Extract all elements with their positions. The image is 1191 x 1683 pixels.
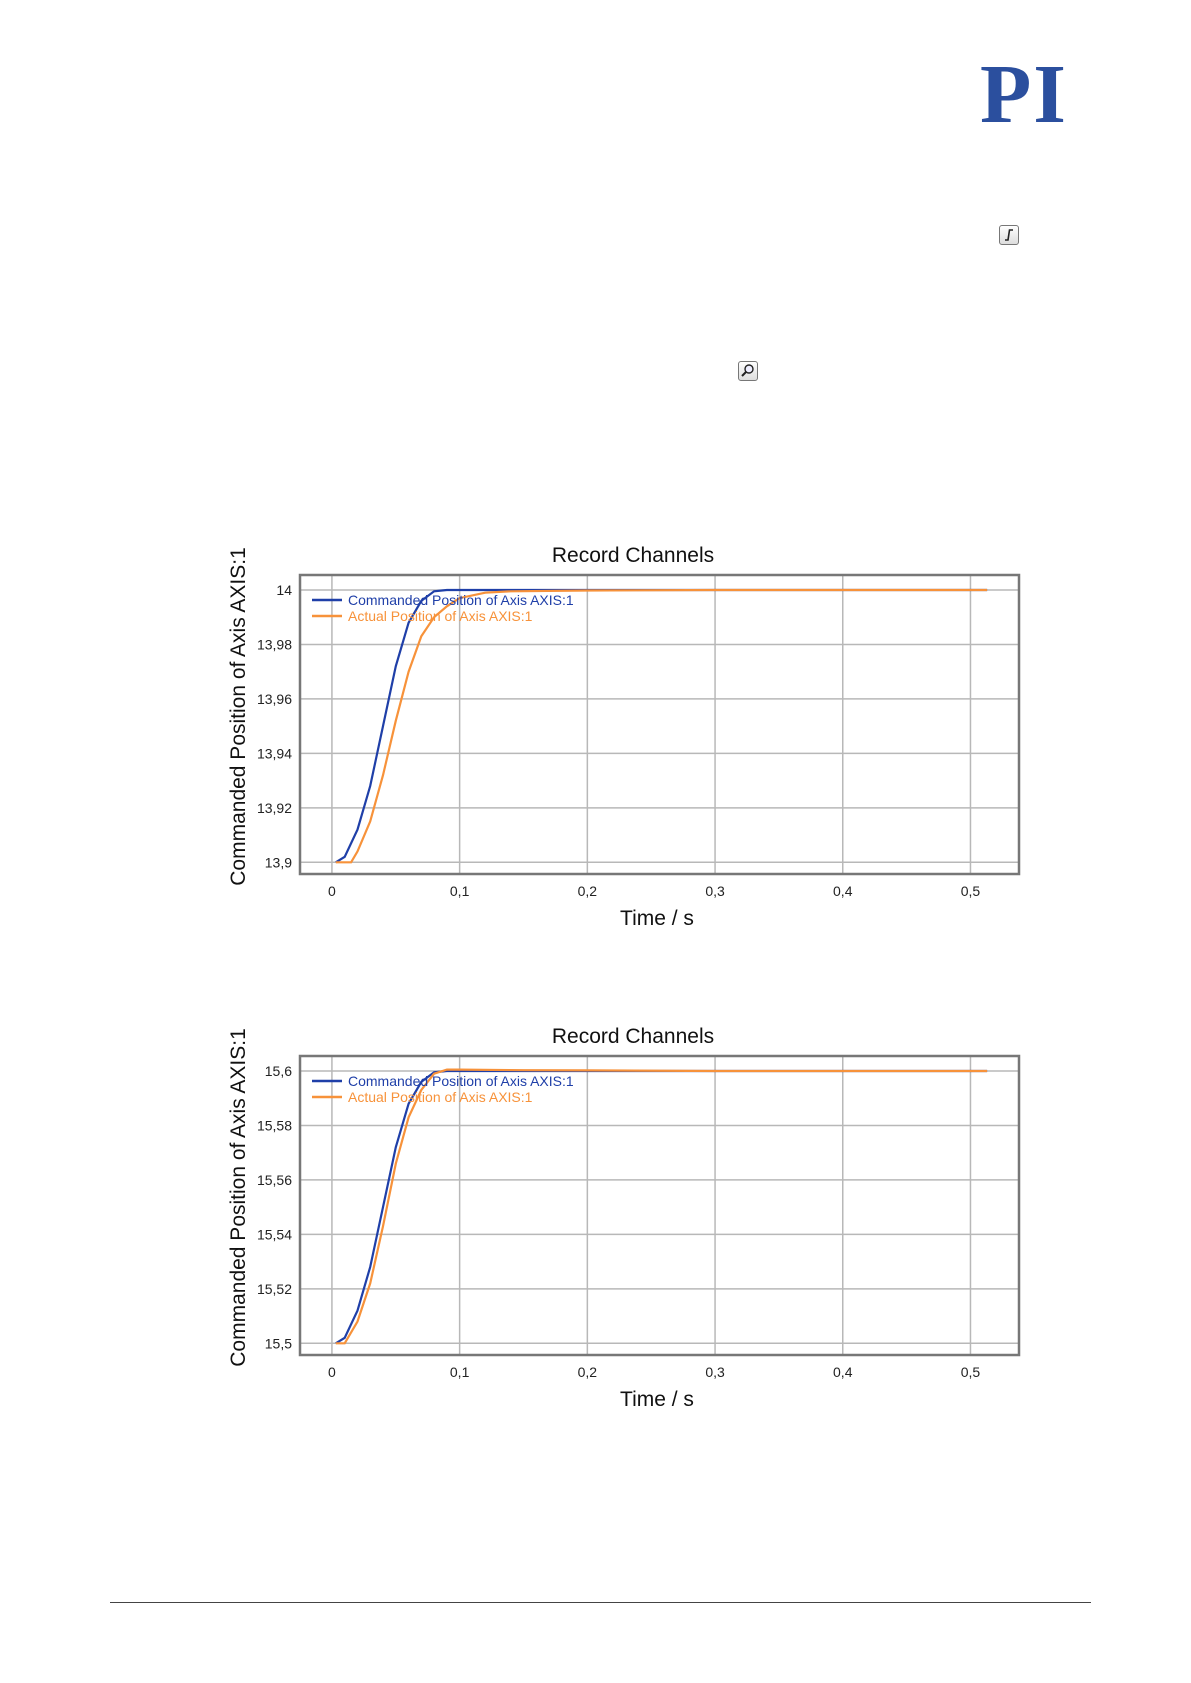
x-axis-label: Time / s bbox=[620, 907, 694, 930]
y-tick-label: 14 bbox=[276, 582, 292, 598]
legend-label: Actual Position of Axis AXIS:1 bbox=[348, 608, 533, 624]
y-tick-label: 13,92 bbox=[257, 800, 292, 816]
chart-title: Record Channels bbox=[552, 1025, 714, 1048]
x-tick-label: 0,4 bbox=[833, 1364, 853, 1380]
legend-label: Commanded Position of Axis AXIS:1 bbox=[348, 592, 574, 608]
x-tick-label: 0,2 bbox=[578, 1364, 598, 1380]
pi-logo: PI bbox=[980, 48, 1068, 141]
legend-label: Commanded Position of Axis AXIS:1 bbox=[348, 1073, 574, 1089]
x-tick-label: 0,3 bbox=[705, 1364, 725, 1380]
y-tick-label: 15,52 bbox=[257, 1281, 292, 1297]
plot-frame bbox=[298, 573, 1021, 876]
y-tick-label: 13,9 bbox=[265, 854, 292, 870]
y-tick-label: 15,6 bbox=[265, 1063, 292, 1079]
y-tick-label: 13,94 bbox=[257, 745, 292, 761]
chart-title: Record Channels bbox=[552, 544, 714, 567]
x-tick-label: 0,5 bbox=[961, 883, 981, 899]
record-channels-chart-2: 0 0,1 0,2 0,3 0,4 0,5 15,5 15,52 15,54 15,56 15,58… bbox=[227, 1025, 1021, 1411]
series-line-actual bbox=[335, 588, 988, 864]
y-tick-label: 15,5 bbox=[265, 1335, 292, 1351]
x-tick-label: 0 bbox=[328, 883, 336, 899]
x-tick-label: 0,1 bbox=[450, 1364, 470, 1380]
x-tick-label: 0,5 bbox=[961, 1364, 981, 1380]
y-axis-label: Commanded Position of Axis AXIS:1 bbox=[227, 547, 250, 886]
step-response-icon bbox=[999, 225, 1019, 245]
plot-frame bbox=[298, 1054, 1021, 1357]
y-tick-label: 13,96 bbox=[257, 691, 292, 707]
magnifier-icon bbox=[738, 361, 758, 381]
plot-area bbox=[300, 1056, 1019, 1355]
x-tick-label: 0 bbox=[328, 1364, 336, 1380]
series-line-actual bbox=[335, 1068, 988, 1345]
record-channels-chart-1: 0 0,1 0,2 0,3 0,4 0,5 13,9 13,92 13,94 13,96 13,98… bbox=[227, 544, 1021, 930]
x-tick-label: 0,4 bbox=[833, 883, 853, 899]
legend-label: Actual Position of Axis AXIS:1 bbox=[348, 1089, 533, 1105]
x-tick-label: 0,2 bbox=[578, 883, 598, 899]
footer-divider bbox=[110, 1602, 1091, 1603]
y-axis-label: Commanded Position of Axis AXIS:1 bbox=[227, 1028, 250, 1367]
y-tick-label: 15,56 bbox=[257, 1172, 292, 1188]
x-tick-label: 0,1 bbox=[450, 883, 470, 899]
y-tick-label: 13,98 bbox=[257, 636, 292, 652]
x-axis-label: Time / s bbox=[620, 1388, 694, 1411]
y-tick-label: 15,54 bbox=[257, 1226, 292, 1242]
plot-area bbox=[300, 575, 1019, 874]
x-tick-label: 0,3 bbox=[705, 883, 725, 899]
y-tick-label: 15,58 bbox=[257, 1117, 292, 1133]
